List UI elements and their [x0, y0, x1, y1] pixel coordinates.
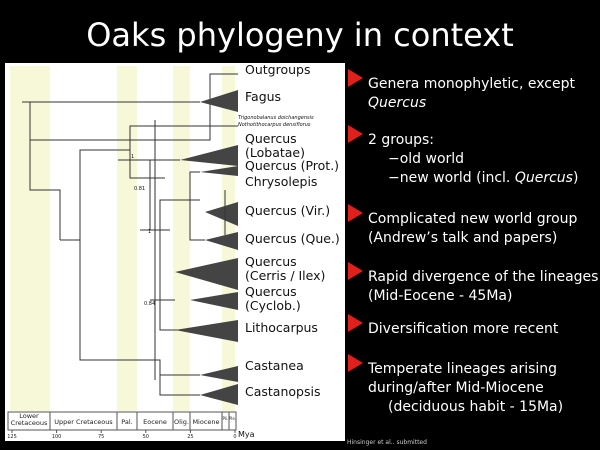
bullet-line: Genera monophyletic, except [368, 76, 576, 92]
bullet-line: (Mid-Eocene - 45Ma) [368, 288, 512, 304]
text-span: −new world (incl. [388, 170, 515, 186]
support-value: 0.81 [134, 186, 145, 192]
bullet-arrow [348, 262, 363, 280]
timescale [7, 411, 237, 431]
clade-label: Outgroups [245, 62, 310, 77]
text-span: (Andrew’s talk and papers) [368, 230, 557, 246]
clade-label: Quercus (Prot.) [245, 158, 339, 173]
clade-label: (Cerris / Ilex) [245, 268, 325, 283]
bullet-arrow [348, 69, 363, 87]
figure [5, 63, 345, 441]
axis-unit: Mya [238, 430, 255, 439]
bullet-arrow [348, 204, 363, 222]
bullet-arrow [348, 125, 363, 143]
text-span: Quercus [368, 95, 426, 111]
clade-label: Castanea [245, 358, 304, 373]
text-span: Temperate lineages arising [367, 361, 557, 377]
support-value: 1 [131, 154, 134, 160]
text-span: (Mid-Eocene - 45Ma) [368, 288, 512, 304]
period-band [117, 66, 137, 411]
bullet-line: during/after Mid-Miocene [368, 380, 544, 396]
clade-label: (Lobatae) [245, 145, 305, 160]
clade-label: Chrysolepis [245, 174, 317, 189]
bullet-line: Rapid divergence of the lineages [368, 269, 598, 285]
clade-label: Quercus [245, 284, 297, 299]
slide-title: Oaks phylogeny in context [86, 16, 514, 54]
clade-label: Quercus (Que.) [245, 231, 340, 246]
period-label: Miocene [192, 418, 219, 426]
support-value: 1 [148, 229, 151, 235]
text-span: Quercus [515, 170, 573, 186]
period-label: Cretaceous [11, 419, 48, 427]
text-span: (deciduous habit - 15Ma) [388, 399, 563, 415]
axis-tick-label: 0 [233, 434, 236, 440]
text-span: Genera monophyletic, except [368, 76, 576, 92]
support-value: 0.84 [144, 301, 155, 307]
period-label: Upper Cretaceous [54, 418, 113, 426]
bullet-line: (Andrew’s talk and papers) [368, 230, 557, 246]
bullet-line: −old world [388, 151, 464, 167]
text-span: during/after Mid-Miocene [368, 380, 544, 396]
period-band [173, 66, 190, 411]
species-label: Trigonobalanus doichangensis [238, 115, 314, 121]
citation: Hinsinger et al.. submitted [347, 439, 427, 446]
bullets: Genera monophyletic, except Quercus 2 grou… [348, 69, 598, 415]
axis-tick-label: 50 [143, 434, 149, 440]
clade-label: Lithocarpus [245, 320, 318, 335]
period-label: Ple. [229, 416, 236, 421]
species-label: Nothotithocarpus densiflorus [238, 122, 311, 128]
clade-label: Quercus (Vir.) [245, 203, 330, 218]
period-label: Olig. [174, 418, 189, 426]
text-span: 2 groups: [368, 132, 434, 148]
bullet-line: Diversification more recent [368, 321, 559, 337]
bullet-arrow [348, 314, 363, 332]
axis-tick-label: 25 [187, 434, 193, 440]
bullet-line: (deciduous habit - 15Ma) [388, 399, 563, 415]
period-label: Eocene [143, 418, 167, 426]
text-span: Complicated new world group [368, 211, 578, 227]
bullet-line: Quercus [368, 95, 426, 111]
axis-tick-label: 100 [52, 434, 62, 440]
text-span: Diversification more recent [368, 321, 559, 337]
bullet-arrow [348, 354, 363, 372]
text-span: Rapid divergence of the lineages [368, 269, 598, 285]
period-label: Pal. [121, 418, 132, 426]
clade-label: Quercus [245, 131, 297, 146]
bullet-line: −new world (incl. Quercus) [388, 170, 578, 186]
axis-tick-label: 125 [7, 434, 17, 440]
clade-label: Fagus [245, 89, 281, 104]
bullet-line: Temperate lineages arising [367, 361, 557, 377]
text-span: ) [573, 170, 578, 186]
bullet-line: 2 groups: [368, 132, 434, 148]
period-label: Lower [19, 412, 39, 420]
period-label: Pli. [223, 416, 229, 421]
axis-tick-label: 75 [98, 434, 104, 440]
clade-label: Castanopsis [245, 384, 320, 399]
clade-label: Quercus [245, 254, 297, 269]
clade-label: (Cyclob.) [245, 298, 301, 313]
tree [22, 73, 238, 405]
bullet-line: Complicated new world group [368, 211, 578, 227]
text-span: −old world [388, 151, 464, 167]
